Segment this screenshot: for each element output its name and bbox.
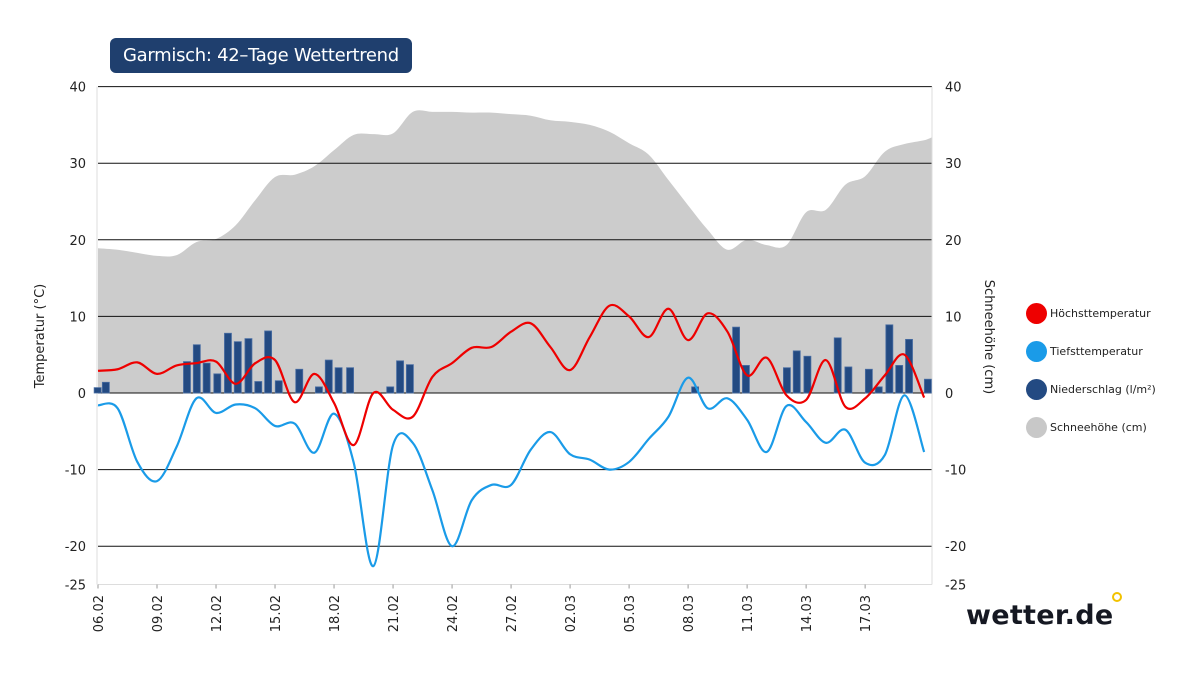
precipitation-bar: [295, 368, 304, 394]
x-tick-label: 18.02: [328, 595, 343, 632]
y-tick-label: 40: [69, 81, 86, 96]
precipitation-bar: [93, 387, 102, 394]
snow-depth-area: [98, 110, 932, 394]
y2-tick-label: -10: [945, 464, 966, 479]
legend-label: Niederschlag (l/m²): [1050, 382, 1156, 396]
legend-dot-icon: [1026, 340, 1047, 362]
precipitation-bar: [346, 367, 354, 394]
legend-item-max-temp[interactable]: Höchsttemperatur: [1026, 294, 1156, 332]
x-tick-label: 15.02: [269, 595, 284, 632]
precipitation-bar: [315, 386, 323, 394]
precipitation-bar: [233, 341, 242, 394]
legend-item-precipitation[interactable]: Niederschlag (l/m²): [1026, 370, 1156, 408]
x-tick-label: 02.03: [564, 595, 579, 632]
precipitation-bar: [213, 373, 222, 394]
y-tick-label: -10: [65, 464, 86, 479]
x-tick-label: 14.03: [800, 595, 815, 632]
max-temperature-line: [97, 303, 926, 447]
y-tick-label: -20: [65, 540, 86, 555]
precipitation-bar: [183, 361, 191, 394]
y2-tick-label: 10: [945, 310, 962, 325]
chart-title: Garmisch: 42–Tage Wettertrend: [110, 38, 412, 73]
x-tick-label: 09.02: [151, 595, 166, 632]
y-tick-label: -25: [65, 579, 86, 594]
precipitation-bar: [224, 332, 232, 394]
precipitation-bar: [192, 344, 201, 394]
y-tick-label: 0: [78, 387, 86, 402]
precipitation-bar: [874, 386, 883, 394]
y-axis-title: Temperatur (°C): [33, 284, 48, 390]
precipitation-bar: [844, 366, 853, 394]
left-axis-ticks: 40 30 20 10 0 -10 -20 -25: [65, 81, 86, 594]
precipitation-bar: [396, 360, 404, 394]
precipitation-bar: [101, 381, 110, 394]
snow-depth-layer: [98, 110, 932, 394]
precipitation-bar: [864, 368, 873, 394]
legend-label: Tiefsttemperatur: [1050, 344, 1143, 358]
precipitation-bar: [742, 365, 750, 394]
legend-label: Schneehöhe (cm): [1050, 420, 1147, 434]
y2-tick-label: 40: [945, 81, 962, 96]
logo-sun-icon: [1112, 592, 1122, 602]
x-tick-label: 12.02: [210, 595, 225, 632]
y-tick-label: 30: [69, 157, 86, 172]
x-tick-label: 24.02: [446, 595, 461, 632]
y2-tick-label: -25: [945, 579, 966, 594]
legend: Höchsttemperatur Tiefsttemperatur Nieder…: [1026, 294, 1156, 446]
y2-tick-label: 30: [945, 157, 962, 172]
y2-axis-title: Schneehöhe (cm): [981, 280, 996, 394]
y2-tick-label: -20: [945, 540, 966, 555]
y2-tick-label: 20: [945, 234, 962, 249]
precipitation-bar: [254, 381, 263, 394]
precipitation-bar: [202, 362, 211, 394]
legend-dot-icon: [1026, 302, 1047, 324]
temperature-lines: [97, 303, 926, 568]
precipitation-bar: [244, 338, 253, 394]
x-tick-label: 17.03: [859, 595, 874, 632]
y2-tick-label: 0: [945, 387, 953, 402]
precipitation-bar: [406, 364, 414, 394]
precipitation-bar: [833, 337, 842, 394]
precipitation-bar: [885, 324, 894, 394]
precipitation-bar: [803, 355, 812, 394]
precipitation-bar: [274, 380, 283, 394]
legend-dot-icon: [1026, 416, 1047, 438]
x-tick-label: 27.02: [505, 595, 520, 632]
precipitation-bar: [783, 367, 791, 394]
y-tick-label: 20: [69, 234, 86, 249]
precipitation-bar: [923, 378, 932, 394]
precipitation-bar: [264, 330, 273, 394]
precipitation-bar: [386, 386, 395, 394]
x-tick-label: 11.03: [741, 595, 756, 632]
precipitation-bar: [895, 365, 904, 394]
y-tick-label: 10: [69, 310, 86, 325]
legend-label: Höchsttemperatur: [1050, 306, 1151, 320]
legend-dot-icon: [1026, 378, 1047, 400]
x-axis-ticks: 06.02 09.02 12.02 15.02 18.02 21.02 24.02 27.02…: [92, 584, 874, 632]
x-tick-label: 08.03: [682, 595, 697, 632]
x-tick-label: 06.02: [92, 595, 107, 632]
right-axis-ticks: 40 30 20 10 0 -10 -20 -25: [945, 81, 966, 594]
legend-item-snow-depth[interactable]: Schneehöhe (cm): [1026, 408, 1156, 446]
precipitation-bars: [93, 324, 932, 394]
min-temperature-line: [97, 376, 926, 568]
legend-item-min-temp[interactable]: Tiefsttemperatur: [1026, 332, 1156, 370]
wetter-de-logo: wetter.de: [966, 600, 1114, 631]
x-tick-label: 21.02: [387, 595, 402, 632]
precipitation-bar: [334, 367, 343, 394]
precipitation-bar: [792, 350, 801, 394]
x-tick-label: 05.03: [623, 595, 638, 632]
